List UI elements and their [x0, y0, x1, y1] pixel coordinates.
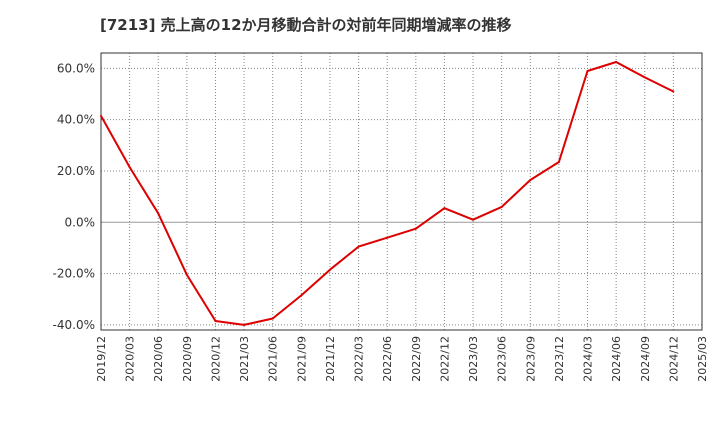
chart-title: [7213] 売上高の12か月移動合計の対前年同期増減率の推移 — [100, 16, 512, 34]
data-point — [472, 218, 475, 221]
data-point — [586, 69, 589, 72]
data-point — [328, 268, 331, 271]
x-tick-label: 2023/03 — [467, 336, 480, 382]
y-tick-label: 20.0% — [57, 164, 95, 178]
data-point — [672, 90, 675, 93]
x-tick-label: 2020/03 — [124, 336, 137, 382]
y-tick-label: -20.0% — [53, 267, 95, 281]
x-tick-label: 2019/12 — [95, 336, 108, 382]
x-tick-label: 2022/09 — [410, 336, 423, 382]
x-tick-label: 2024/06 — [610, 336, 623, 382]
data-point — [214, 320, 217, 323]
x-tick-label: 2024/03 — [582, 336, 595, 382]
x-tick-label: 2021/06 — [267, 336, 280, 382]
x-tick-label: 2021/09 — [295, 336, 308, 382]
x-tick-label: 2020/09 — [181, 336, 194, 382]
data-point — [643, 76, 646, 79]
x-tick-label: 2020/12 — [209, 336, 222, 382]
x-tick-label: 2024/12 — [667, 336, 680, 382]
x-tick-label: 2020/06 — [152, 336, 165, 382]
x-tick-label: 2021/12 — [324, 336, 337, 382]
plot-frame — [100, 52, 703, 331]
y-tick-label: 40.0% — [57, 113, 95, 127]
data-point — [529, 178, 532, 181]
data-point — [557, 161, 560, 164]
axes — [100, 52, 703, 331]
data-point — [100, 114, 102, 117]
data-point — [185, 273, 188, 276]
data-point — [615, 60, 618, 63]
y-axis-ticks: 60.0% 40.0% 20.0% 0.0% -20.0% -40.0% — [53, 61, 95, 331]
data-point — [243, 323, 246, 326]
data-point — [157, 212, 160, 215]
data-point — [300, 294, 303, 297]
y-tick-label: 0.0% — [65, 215, 96, 229]
y-tick-label: 60.0% — [57, 61, 95, 75]
x-tick-label: 2023/09 — [524, 336, 537, 382]
y-tick-label: -40.0% — [53, 318, 95, 332]
data-point — [357, 245, 360, 248]
data-point — [414, 227, 417, 230]
x-tick-label: 2025/03 — [696, 336, 709, 382]
x-tick-label: 2024/09 — [639, 336, 652, 382]
x-tick-label: 2023/12 — [553, 336, 566, 382]
data-point — [500, 205, 503, 208]
data-point — [386, 236, 389, 239]
x-axis-ticks: 2019/12 2020/03 2020/06 2020/09 2020/12 2021/… — [95, 336, 709, 382]
data-point — [128, 166, 131, 169]
x-tick-label: 2022/06 — [381, 336, 394, 382]
data-point — [443, 207, 446, 210]
x-tick-label: 2022/03 — [353, 336, 366, 382]
x-tick-label: 2022/12 — [438, 336, 451, 382]
data-point — [271, 317, 274, 320]
grid — [101, 53, 702, 330]
series-layer — [100, 60, 675, 326]
x-tick-label: 2021/03 — [238, 336, 251, 382]
x-tick-label: 2023/06 — [496, 336, 509, 382]
